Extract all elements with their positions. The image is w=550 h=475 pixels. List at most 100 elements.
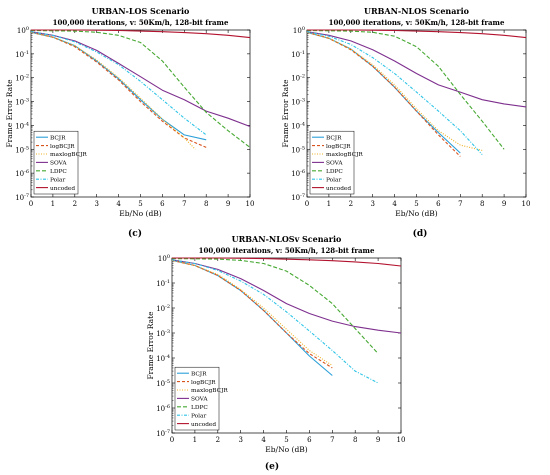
legend-label: maxlogBCJR: [191, 388, 228, 394]
legend-label: SOVA: [50, 161, 67, 167]
y-tick-label: 10-6: [156, 404, 170, 413]
x-tick-label: 5: [284, 436, 288, 444]
x-tick-label: 2: [73, 200, 77, 208]
series-line-polar: [30, 31, 207, 136]
x-tick-label: 2: [216, 436, 220, 444]
series-line-uncoded: [172, 257, 402, 267]
series-line-bcjr: [30, 31, 207, 141]
x-tick-label: 0: [29, 200, 33, 208]
series-line-ldpc: [171, 258, 379, 354]
series-line-sova: [306, 31, 527, 108]
chart-panel-d: URBAN-NLOS Scenario 100,000 iterations, v…: [281, 6, 530, 218]
legend-label: SOVA: [191, 397, 208, 403]
y-tick-label: 10-7: [156, 429, 170, 438]
panel-label: (c): [128, 228, 142, 239]
series-line-polar: [171, 259, 379, 384]
x-tick-label: 5: [138, 200, 142, 208]
chart-subtitle: 100,000 iterations, v: 50Km/h, 128-bit f…: [199, 246, 375, 255]
x-tick-label: 9: [226, 200, 230, 208]
x-tick-label: 7: [458, 200, 462, 208]
legend-label: uncoded: [326, 186, 351, 192]
y-tick-label: 10-6: [15, 169, 29, 178]
y-tick-label: 100: [293, 26, 305, 35]
y-tick-label: 10-5: [15, 145, 29, 154]
chart-title: URBAN-NLOS Scenario: [364, 6, 470, 16]
series-line-logbcjr: [171, 259, 333, 369]
x-tick-label: 0: [305, 200, 309, 208]
y-tick-label: 10-4: [156, 354, 170, 363]
y-tick-label: 10-2: [15, 74, 29, 83]
series-line-logbcjr: [306, 31, 461, 157]
x-tick-label: 8: [480, 200, 484, 208]
y-tick-label: 10-3: [15, 98, 29, 107]
y-tick-label: 10-1: [156, 279, 170, 288]
series-line-polar: [306, 31, 483, 155]
x-tick-label: 2: [349, 200, 353, 208]
legend-label: BCJR: [326, 135, 342, 141]
chart-title: URBAN-NLOSv Scenario: [232, 234, 342, 244]
x-tick-label: 4: [261, 436, 266, 444]
y-tick-label: 10-4: [15, 121, 29, 130]
chart-subtitle: 100,000 iterations, v: 50Km/h, 128-bit f…: [53, 18, 229, 27]
y-tick-label: 10-4: [291, 121, 305, 130]
x-tick-label: 4: [392, 200, 397, 208]
legend-label: maxlogBCJR: [326, 152, 363, 158]
x-axis-label: Eb/No (dB): [119, 209, 162, 218]
y-tick-label: 10-3: [156, 329, 170, 338]
y-tick-label: 10-5: [156, 379, 170, 388]
series-line-bcjr: [171, 259, 333, 376]
legend-label: logBCJR: [326, 144, 351, 150]
x-tick-label: 9: [502, 200, 506, 208]
series-line-uncoded: [307, 29, 527, 39]
x-tick-label: 6: [436, 200, 441, 208]
y-tick-label: 10-3: [291, 98, 305, 107]
legend-label: logBCJR: [191, 380, 216, 386]
y-tick-label: 10-1: [15, 50, 29, 59]
x-tick-label: 7: [182, 200, 186, 208]
legend: BCJR logBCJR maxlogBCJR SOVA LDPC Polar uncode…: [309, 130, 363, 195]
x-axis-label: Eb/No (dB): [265, 445, 308, 454]
y-tick-label: 10-7: [15, 193, 29, 202]
x-tick-label: 3: [370, 200, 374, 208]
x-axis-label: Eb/No (dB): [395, 209, 438, 218]
y-tick-label: 10-1: [291, 50, 305, 59]
x-tick-label: 6: [307, 436, 312, 444]
legend-label: BCJR: [50, 135, 66, 141]
y-tick-label: 100: [158, 254, 170, 263]
legend-label: LDPC: [50, 169, 67, 175]
x-tick-label: 4: [116, 200, 121, 208]
y-tick-label: 10-2: [291, 74, 305, 83]
legend-label: Polar: [326, 177, 341, 183]
series-line-logbcjr: [30, 31, 207, 148]
legend-label: logBCJR: [50, 144, 75, 150]
legend: BCJR logBCJR maxlogBCJR SOVA LDPC Polar uncode…: [174, 366, 228, 431]
series-line-uncoded: [31, 29, 251, 39]
legend: BCJR logBCJR maxlogBCJR SOVA LDPC Polar uncode…: [33, 130, 87, 195]
x-tick-label: 1: [51, 200, 55, 208]
x-tick-label: 9: [376, 436, 380, 444]
y-tick-label: 100: [17, 26, 29, 35]
legend-label: uncoded: [50, 186, 75, 192]
x-tick-label: 5: [414, 200, 418, 208]
chart-panel-c: URBAN-LOS Scenario 100,000 iterations, v:…: [5, 6, 254, 218]
y-axis-label: Frame Error Rate: [146, 311, 155, 380]
legend-label: LDPC: [191, 405, 208, 411]
x-tick-label: 8: [204, 200, 208, 208]
legend-label: Polar: [191, 413, 206, 419]
series-line-maxlogbcjr: [306, 31, 483, 151]
x-tick-label: 1: [193, 436, 197, 444]
legend-label: uncoded: [191, 422, 216, 428]
panel-label: (e): [265, 461, 279, 472]
x-tick-label: 10: [246, 200, 255, 208]
legend-label: maxlogBCJR: [50, 152, 87, 158]
series-line-maxlogbcjr: [171, 259, 333, 366]
y-tick-label: 10-7: [291, 193, 305, 202]
legend-label: SOVA: [326, 161, 343, 167]
chart-panel-e: URBAN-NLOSv Scenario 100,000 iterations, …: [146, 234, 405, 454]
series-line-ldpc: [306, 29, 505, 150]
chart-title: URBAN-LOS Scenario: [92, 6, 190, 16]
x-tick-label: 10: [522, 200, 531, 208]
panel-label: (d): [413, 228, 428, 239]
x-tick-label: 3: [238, 436, 242, 444]
